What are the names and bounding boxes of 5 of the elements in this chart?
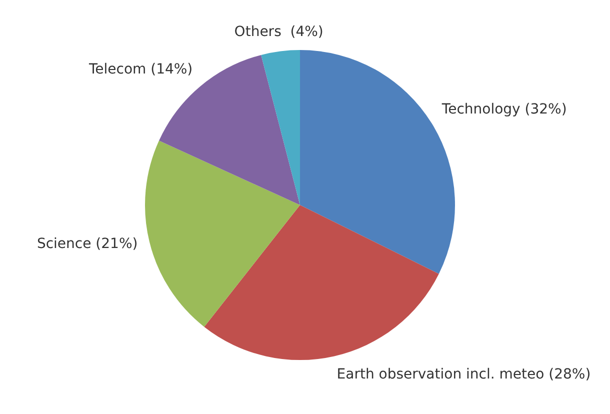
slice-label: Earth observation incl. meteo (28%) [336, 366, 591, 383]
slice-label: Technology (32%) [440, 102, 567, 118]
slice-label: Others (4%) [234, 24, 324, 40]
slice-label: Science (21%) [36, 236, 138, 252]
slice-label: Telecom (14%) [88, 62, 193, 78]
